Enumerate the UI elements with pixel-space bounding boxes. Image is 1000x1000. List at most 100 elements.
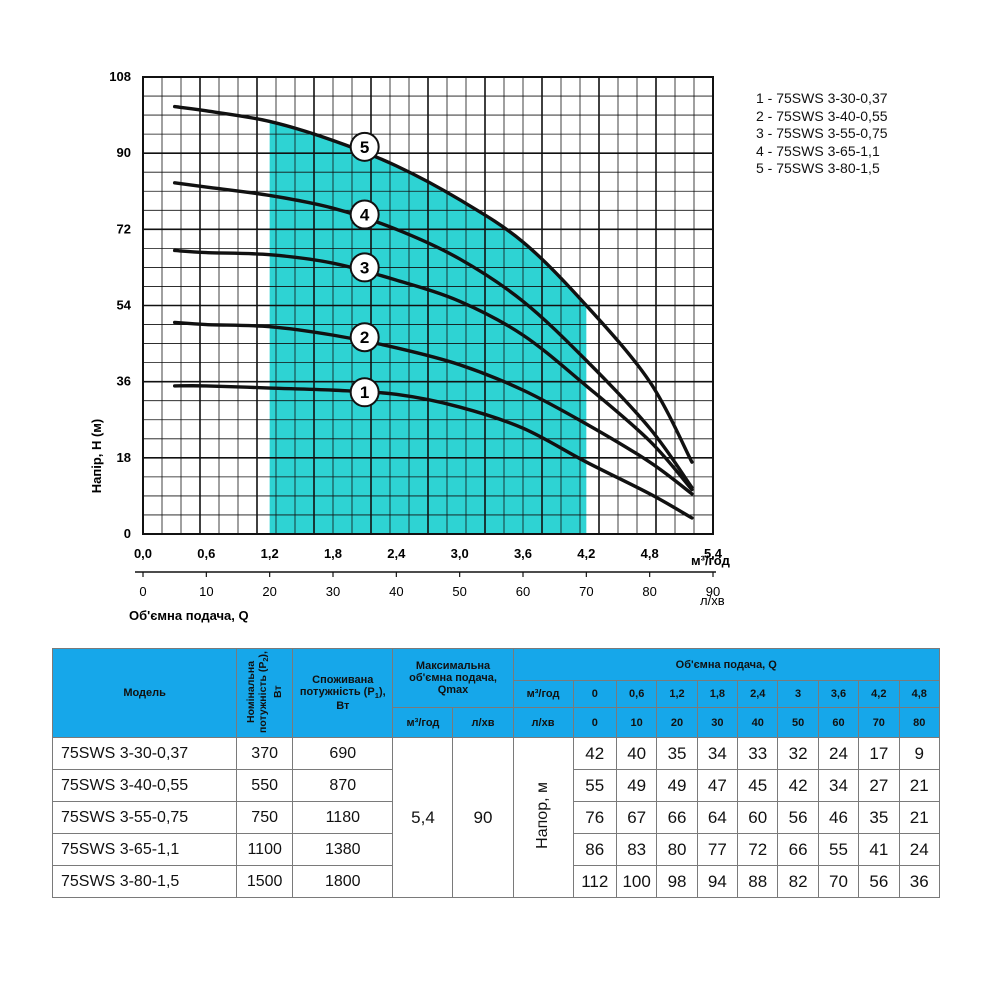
header-model: Модель — [51, 648, 238, 738]
cell-head-value: 70 — [817, 865, 860, 898]
x-tick-label: 0,6 — [197, 546, 215, 561]
legend-item: 4 - 75SWS 3-65-1,1 — [756, 142, 880, 159]
cell-head-value: 66 — [656, 801, 698, 834]
cell-consumed-power: 1800 — [292, 865, 394, 898]
x2-tick-label: 80 — [642, 584, 656, 599]
cell-nominal-power: 370 — [236, 737, 294, 770]
cell-head-value: 112 — [572, 865, 617, 898]
cell-nominal-power: 1500 — [236, 865, 294, 898]
header-flow-m3h-value: 0,6 — [615, 680, 658, 708]
x-tick-label: 3,6 — [514, 546, 532, 561]
header-flow-lmin-value: 40 — [737, 707, 779, 738]
cell-head-value: 42 — [572, 737, 617, 770]
cell-head-value: 49 — [615, 769, 658, 802]
cell-head-value: 42 — [777, 769, 819, 802]
cell-qmax-lmin: 90 — [452, 737, 514, 898]
legend-item: 3 - 75SWS 3-55-0,75 — [756, 125, 888, 142]
cell-head-value: 34 — [817, 769, 860, 802]
x-tick-label: 1,2 — [261, 546, 279, 561]
y-tick-label: 18 — [117, 450, 131, 465]
cell-head-value: 21 — [898, 769, 940, 802]
x-axis-label: Об'ємна подача, Q — [129, 608, 249, 623]
cell-head-value: 35 — [858, 801, 900, 834]
header-flow-lmin-value: 10 — [615, 707, 658, 738]
header-consumed-power: Споживана потужність (P1), Вт — [292, 648, 394, 738]
cell-consumed-power: 870 — [292, 769, 394, 802]
x2-tick-label: 50 — [452, 584, 466, 599]
cell-qmax-m3h: 5,4 — [392, 737, 454, 898]
table-row: 75SWS 3-80-1,5 1500 1800 112 100 98 94 88 82 70 56… — [51, 865, 940, 898]
cell-head-value: 60 — [737, 801, 779, 834]
header-flow-lmin-value: 20 — [656, 707, 698, 738]
header-flow-lmin-value: 0 — [572, 707, 617, 738]
cell-head-value: 55 — [572, 769, 617, 802]
header-flow-m3h-value: 3 — [777, 680, 819, 708]
plot-frame — [142, 76, 714, 535]
cell-model: 75SWS 3-65-1,1 — [51, 833, 238, 866]
cell-head-value: 88 — [737, 865, 779, 898]
x-unit-secondary: л/хв — [700, 593, 725, 608]
table-row: 75SWS 3-55-0,75 750 1180 76 67 66 64 60 56 46 35 21 — [51, 801, 940, 834]
x2-tick-label: 90 — [706, 584, 720, 599]
cell-head-value: 9 — [898, 737, 940, 770]
curve-label-text: 3 — [360, 258, 369, 277]
cell-model: 75SWS 3-80-1,5 — [51, 865, 238, 898]
cell-head-value: 35 — [656, 737, 698, 770]
x-tick-label: 5,4 — [704, 546, 723, 561]
series-line-1 — [172, 384, 694, 520]
x-tick-label: 2,4 — [387, 546, 406, 561]
cell-head-value: 34 — [696, 737, 739, 770]
curve-label-text: 4 — [360, 206, 370, 225]
table-row: 75SWS 3-30-0,37 370 690 5,4 90 Напор, м 42 40 35… — [51, 737, 940, 898]
cell-head-value: 46 — [817, 801, 860, 834]
header-flow-lmin-value: 50 — [777, 707, 819, 738]
x2-tick-label: 60 — [516, 584, 530, 599]
header-flow-m3h-value: 1,2 — [656, 680, 698, 708]
y-tick-label: 54 — [117, 298, 132, 313]
header-flow-m3h-value: 4,2 — [858, 680, 900, 708]
cell-head-value: 77 — [696, 833, 739, 866]
x2-tick-label: 20 — [262, 584, 276, 599]
cell-head-value: 47 — [696, 769, 739, 802]
cell-head-value: 21 — [898, 801, 940, 834]
cell-nominal-power: 750 — [236, 801, 294, 834]
cell-head-value: 24 — [898, 833, 940, 866]
curve-label-text: 2 — [360, 328, 369, 347]
cell-head-value: 83 — [615, 833, 658, 866]
cell-head-value: 55 — [817, 833, 860, 866]
y-tick-label: 90 — [117, 145, 131, 160]
x-tick-label: 4,8 — [641, 546, 659, 561]
cell-head-value: 33 — [737, 737, 779, 770]
legend-item: 2 - 75SWS 3-40-0,55 — [756, 107, 888, 124]
header-flow-lmin-value: 60 — [817, 707, 860, 738]
cell-head-value: 41 — [858, 833, 900, 866]
cell-model: 75SWS 3-40-0,55 — [51, 769, 238, 802]
cell-head-value: 40 — [615, 737, 658, 770]
cell-head-value: 76 — [572, 801, 617, 834]
cell-head-value: 24 — [817, 737, 860, 770]
cell-head-label: Напор, м — [512, 737, 574, 898]
curve-label-text: 5 — [360, 138, 369, 157]
cell-head-value: 72 — [737, 833, 779, 866]
x2-tick-label: 40 — [389, 584, 403, 599]
legend-item: 5 - 75SWS 3-80-1,5 — [756, 160, 880, 177]
cell-head-value: 80 — [656, 833, 698, 866]
header-flow-lmin-value: 70 — [858, 707, 900, 738]
cell-head-value: 49 — [656, 769, 698, 802]
chart-legend: 1 - 75SWS 3-30-0,37 2 - 75SWS 3-40-0,55 … — [756, 90, 888, 178]
cell-head-value: 17 — [858, 737, 900, 770]
spec-table: Модель Номінальна потужність (P2), Вт Сп… — [51, 648, 941, 898]
cell-head-value: 64 — [696, 801, 739, 834]
cell-head-value: 100 — [615, 865, 658, 898]
curve-label-badge — [349, 252, 380, 283]
cell-head-value: 32 — [777, 737, 819, 770]
cell-head-value: 67 — [615, 801, 658, 834]
y-tick-label: 0 — [124, 526, 131, 541]
x2-tick-label: 30 — [326, 584, 340, 599]
header-qmax-unit-m3h: м³/год — [392, 707, 454, 738]
pump-curve-chart: 1 2 3 4 5 0 10 20 30 40 50 60 70 80 90 0,0 0,6 1,2 1,8 2,4… — [89, 69, 731, 623]
cell-head-value: 56 — [777, 801, 819, 834]
header-flow-unit-lmin: л/хв — [512, 707, 574, 738]
cell-consumed-power: 690 — [292, 737, 394, 770]
y-tick-label: 72 — [117, 221, 131, 236]
